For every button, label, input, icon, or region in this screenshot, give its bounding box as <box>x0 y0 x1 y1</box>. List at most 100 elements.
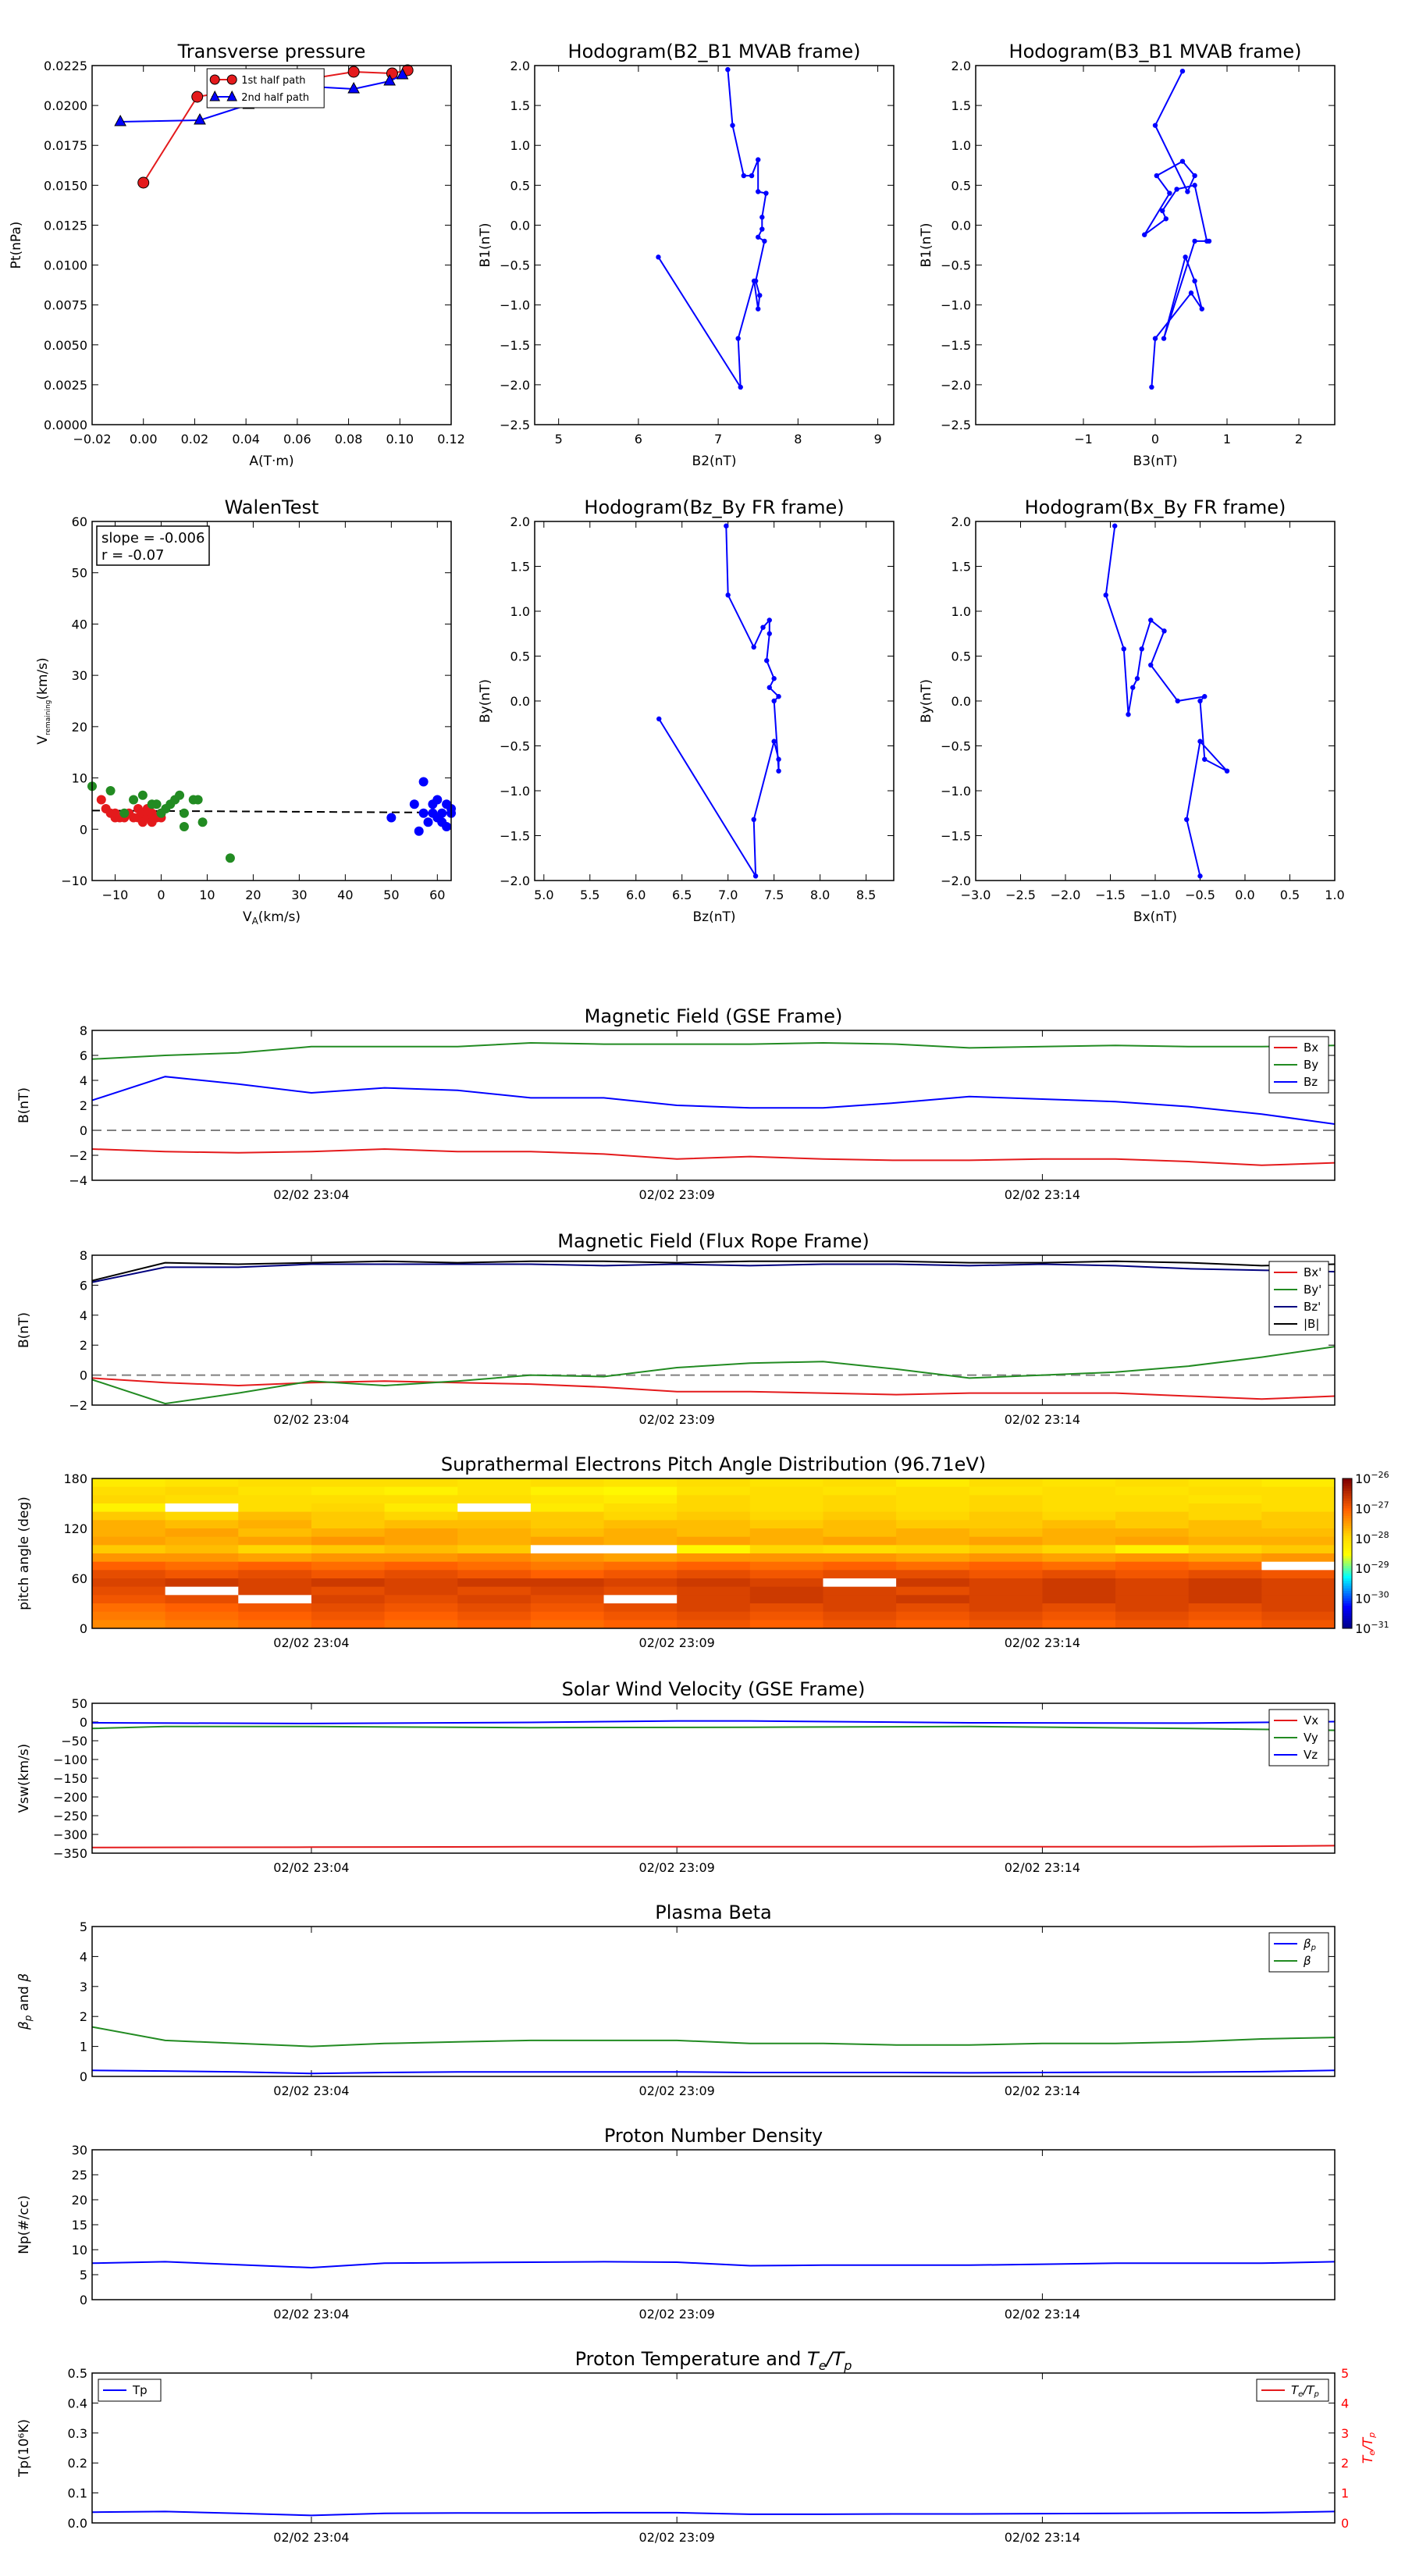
heatmap-cell <box>238 1586 312 1596</box>
heatmap-cell <box>677 1586 751 1596</box>
colorbar-segment <box>1343 1533 1352 1537</box>
legend-label: Bz' <box>1304 1300 1321 1314</box>
heatmap-cell <box>1115 1611 1190 1621</box>
x-tick-label: 7.5 <box>764 888 784 902</box>
heatmap-cell <box>969 1570 1043 1579</box>
fit-line <box>91 809 452 814</box>
heatmap-cell <box>1261 1586 1336 1596</box>
y-tick-label: 20 <box>72 720 87 735</box>
colorbar-segment <box>1343 1575 1352 1579</box>
heatmap-cell <box>1042 1595 1116 1604</box>
x-axis-label: B3(nT) <box>1133 454 1178 469</box>
data-point <box>725 66 731 73</box>
x-tick-label: 5 <box>555 432 563 447</box>
y2-axis-label: Te/Tp <box>1361 2432 1377 2464</box>
y-tick-label: 0 <box>80 2069 87 2084</box>
y-tick-label: 60 <box>72 1571 87 1586</box>
heatmap-cell <box>238 1603 312 1613</box>
y-tick-label: 0.0 <box>68 2516 87 2531</box>
y-tick-label: 20 <box>72 2193 87 2208</box>
heatmap-cell <box>896 1478 970 1488</box>
x-tick-label: 0.00 <box>130 432 158 447</box>
y-tick-label: 0 <box>80 1368 87 1383</box>
heatmap-cell <box>92 1561 166 1571</box>
heatmap-cell <box>749 1520 823 1529</box>
heatmap-cell <box>384 1511 458 1521</box>
colorbar-tick-exponent: −29 <box>1371 1560 1389 1570</box>
data-point <box>1152 123 1158 128</box>
y-tick-label: −250 <box>53 1809 87 1823</box>
heatmap-cell <box>749 1578 823 1588</box>
heatmap-cell <box>384 1486 458 1496</box>
data-point <box>756 189 761 194</box>
series-line <box>92 1076 1335 1125</box>
colorbar-segment <box>1343 1548 1352 1552</box>
legend-marker <box>226 90 238 101</box>
y-tick-label: −2 <box>69 1398 87 1413</box>
plot-frame <box>91 2372 1336 2524</box>
data-point <box>1188 290 1194 296</box>
heatmap-cell <box>1115 1503 1190 1513</box>
y-tick-label: 0 <box>80 1123 87 1138</box>
colorbar-segment <box>1343 1546 1352 1550</box>
scatter-point <box>432 795 443 805</box>
colorbar-tick-label: 10−26 <box>1355 1470 1389 1486</box>
heatmap-cell <box>1115 1586 1190 1596</box>
y-axis-label: βp and β <box>16 1973 34 2030</box>
heatmap-cell <box>969 1478 1043 1488</box>
heatmap-cell <box>1261 1553 1336 1563</box>
heatmap-cell <box>1188 1595 1262 1604</box>
data-point <box>757 293 763 298</box>
series-line <box>92 1041 1335 1060</box>
x-tick-label: 10 <box>199 888 215 902</box>
heatmap-cell <box>165 1553 239 1563</box>
colorbar-tick-label: 10−29 <box>1355 1560 1389 1576</box>
y-tick-label: 0.0 <box>510 218 530 233</box>
y2-label-base: /T <box>1361 2436 1376 2452</box>
y-tick-label: 0.5 <box>510 649 530 664</box>
colorbar-segment <box>1343 1578 1352 1582</box>
y-tick-label: 0 <box>80 1621 87 1636</box>
colorbar-tick-label: 10−27 <box>1355 1500 1389 1516</box>
scatter-point <box>151 799 162 809</box>
heatmap-cell <box>1261 1503 1336 1513</box>
heatmap-cell <box>1188 1511 1262 1521</box>
y-tick-label: 1 <box>80 2040 87 2055</box>
heatmap-cell <box>311 1503 386 1513</box>
colorbar-tick-exponent: −30 <box>1371 1590 1389 1600</box>
x-tick-label: −0.02 <box>73 432 111 447</box>
y-tick-label: 180 <box>63 1471 87 1486</box>
heatmap-cell <box>823 1611 897 1621</box>
heatmap-cell <box>1042 1620 1116 1629</box>
data-point <box>1197 873 1203 879</box>
chart-title: Proton Number Density <box>604 2125 823 2147</box>
data-point <box>1142 232 1147 237</box>
chart-temperature: Proton Temperature and Te/Tp0.00.10.20.3… <box>16 2348 1377 2545</box>
scatter-point <box>96 795 106 805</box>
y-tick-label: 50 <box>72 1696 87 1711</box>
heatmap-cell <box>823 1478 897 1488</box>
heatmap-cell <box>238 1553 312 1563</box>
heatmap-cell <box>384 1545 458 1554</box>
legend-label: Vx <box>1304 1713 1318 1727</box>
heatmap-cell <box>1115 1545 1190 1554</box>
y-tick-label: 50 <box>72 566 87 581</box>
legend-label-base: β <box>1303 1937 1311 1951</box>
x-tick-label: 8.0 <box>810 888 830 902</box>
heatmap-cell <box>530 1570 605 1579</box>
y-tick-label: −1.0 <box>941 784 971 799</box>
heatmap-cell <box>603 1570 678 1579</box>
data-point <box>114 114 126 126</box>
chart-title: Hodogram(Bx_By FR frame) <box>1025 496 1286 518</box>
colorbar-segment <box>1343 1616 1352 1619</box>
heatmap-cell <box>969 1495 1043 1504</box>
scatter-point <box>225 853 235 863</box>
heatmap-cell <box>92 1578 166 1588</box>
series-line <box>92 1720 1335 1724</box>
y-tick-label: −2.5 <box>500 418 530 432</box>
heatmap-cell <box>749 1603 823 1613</box>
legend-label: Bx <box>1304 1041 1318 1055</box>
y-axis-label: B(nT) <box>16 1087 32 1123</box>
data-point <box>752 873 759 879</box>
x-tick-label: 02/02 23:14 <box>1005 1187 1080 1202</box>
